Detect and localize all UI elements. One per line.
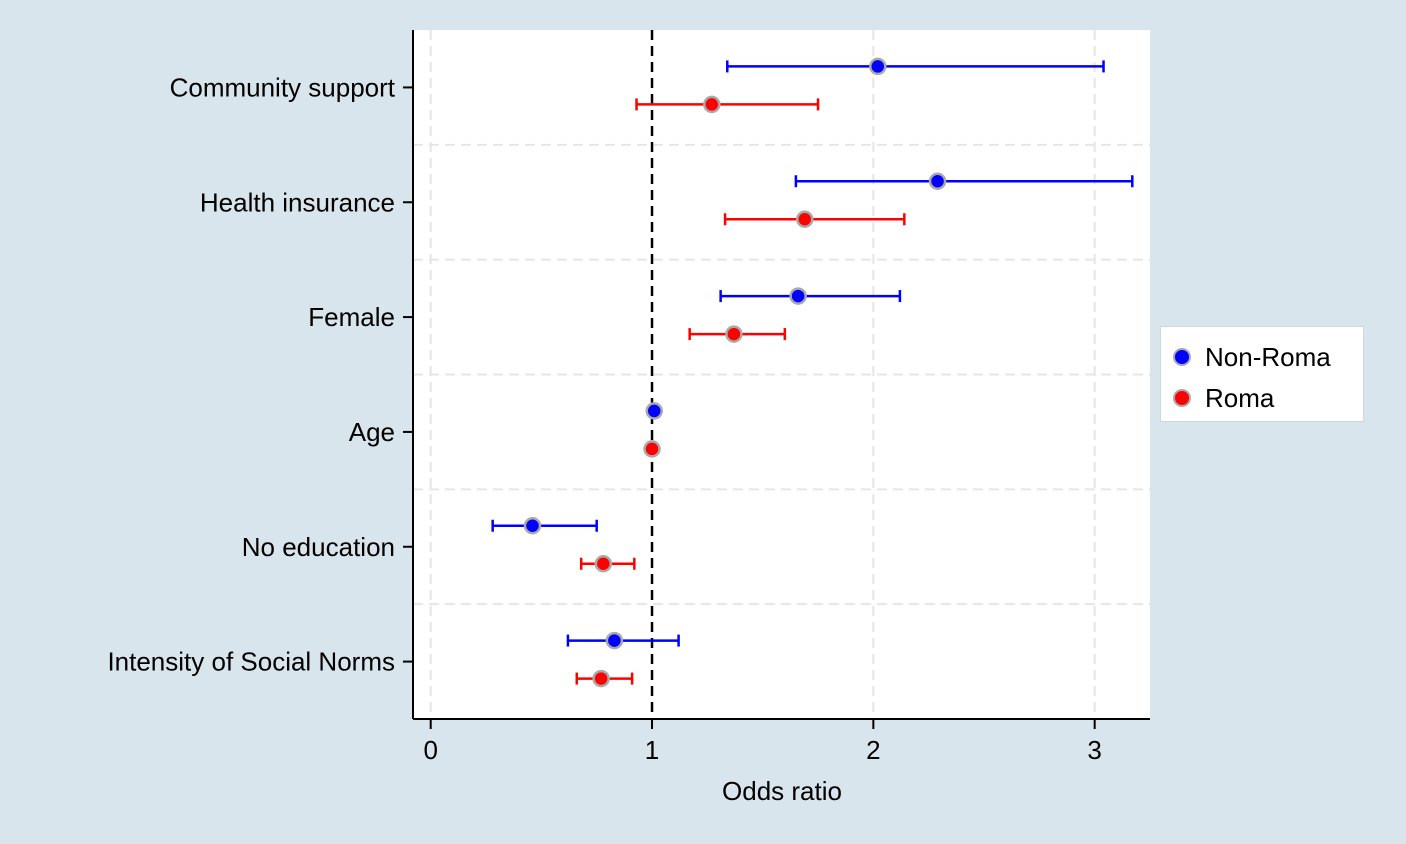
x-tick-label: 0 xyxy=(423,735,437,765)
category-label: Health insurance xyxy=(200,187,395,217)
data-layer xyxy=(491,57,1134,688)
legend-marker-non-roma xyxy=(1173,348,1191,366)
category-label: Female xyxy=(308,302,395,332)
category-label: No education xyxy=(242,532,395,562)
point-roma xyxy=(594,555,613,573)
point-non-roma xyxy=(869,57,887,76)
point-non-roma xyxy=(523,517,542,535)
category-label: Community support xyxy=(170,72,396,102)
x-axis-title: Odds ratio xyxy=(722,776,842,806)
legend-label-roma: Roma xyxy=(1205,382,1275,413)
legend: Non-Roma Roma xyxy=(1160,326,1364,422)
category-label: Intensity of Social Norms xyxy=(107,647,395,677)
point-non-roma xyxy=(605,631,624,650)
point-roma xyxy=(592,669,610,688)
legend-item-non-roma: Non-Roma xyxy=(1173,341,1331,373)
point-non-roma xyxy=(645,402,663,420)
legend-item-roma: Roma xyxy=(1173,382,1274,414)
axes-layer xyxy=(412,30,1150,720)
category-label: Age xyxy=(349,417,395,447)
x-tick-label: 1 xyxy=(645,735,659,765)
point-roma xyxy=(795,210,814,228)
point-roma xyxy=(703,95,721,114)
point-roma xyxy=(725,325,743,343)
x-tick-label: 2 xyxy=(866,735,880,765)
x-tick-label: 3 xyxy=(1087,735,1101,765)
point-non-roma xyxy=(789,287,807,305)
point-roma xyxy=(643,440,661,458)
legend-marker-roma xyxy=(1173,389,1191,407)
point-non-roma xyxy=(928,172,947,190)
legend-label-non-roma: Non-Roma xyxy=(1205,341,1331,372)
ticks-layer: 0 1 2 3 Community support Health insurance Fem… xyxy=(107,72,1101,765)
